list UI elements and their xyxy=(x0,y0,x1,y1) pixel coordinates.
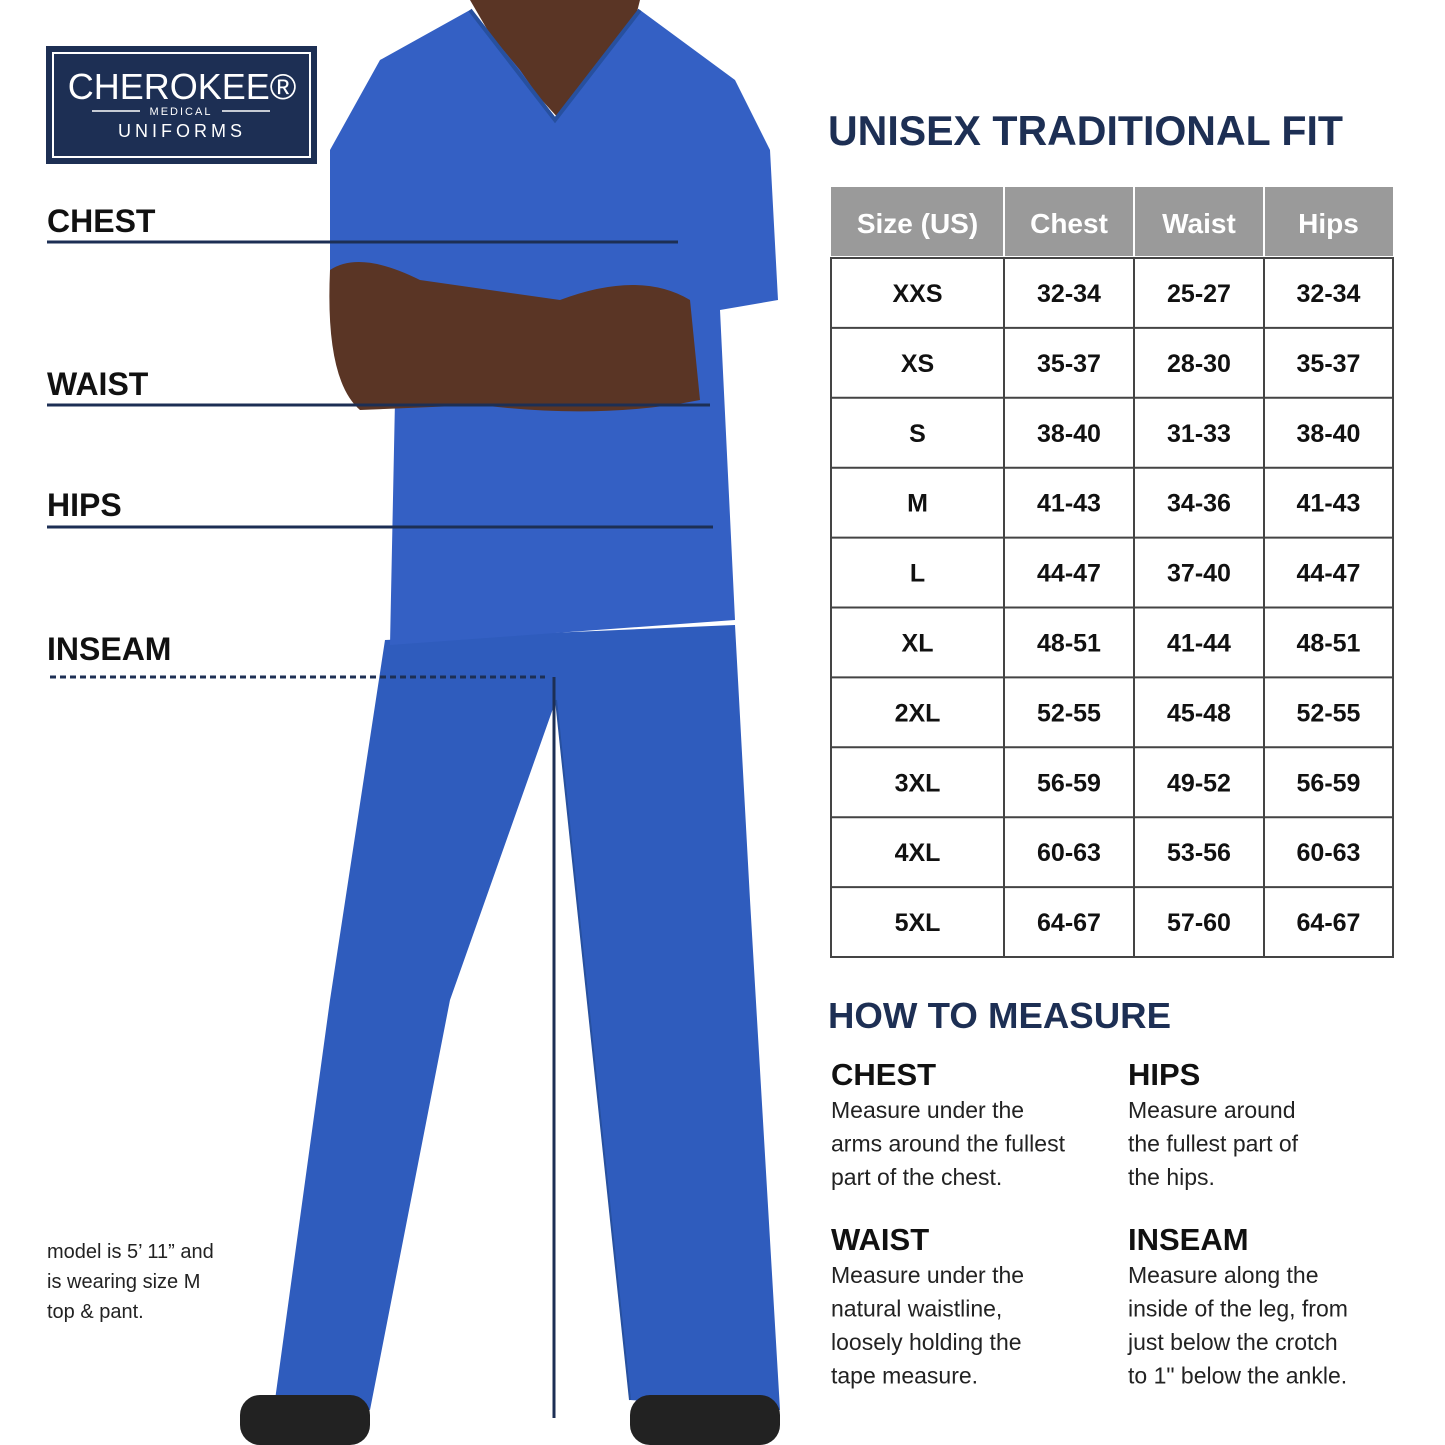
column-header: Chest xyxy=(1030,208,1108,239)
measure-text: just below the crotch xyxy=(1127,1329,1338,1355)
measure-text: inside of the leg, from xyxy=(1128,1296,1348,1322)
table-header-bg xyxy=(831,187,1393,256)
table-cell: 56-59 xyxy=(1297,769,1361,797)
table-cell: 56-59 xyxy=(1037,769,1101,797)
logo-sub: MEDICAL xyxy=(150,106,213,118)
table-cell: 41-43 xyxy=(1297,490,1361,518)
measure-text: arms around the fullest xyxy=(831,1131,1066,1157)
measure-label: INSEAM xyxy=(47,631,171,667)
table-cell: 3XL xyxy=(895,769,941,797)
logo-line: UNIFORMS xyxy=(118,121,246,141)
model-figure xyxy=(240,0,780,1445)
table-cell: 64-67 xyxy=(1037,909,1101,937)
measure-text: natural waistline, xyxy=(831,1296,1002,1322)
table-cell: 41-44 xyxy=(1167,630,1231,658)
table-cell: 64-67 xyxy=(1297,909,1361,937)
measure-text: Measure along the xyxy=(1128,1262,1319,1288)
table-cell: 2XL xyxy=(895,699,941,727)
logo xyxy=(46,46,317,164)
section-title: HOW TO MEASURE xyxy=(828,995,1171,1036)
table-cell: 48-51 xyxy=(1037,630,1101,658)
table-cell: 57-60 xyxy=(1167,909,1231,937)
table-cell: 45-48 xyxy=(1167,699,1231,727)
table-cell: 4XL xyxy=(895,839,941,867)
table-cell: XL xyxy=(902,630,934,658)
table-cell: 53-56 xyxy=(1167,839,1231,867)
table-cell: M xyxy=(907,490,928,518)
measure-text: tape measure. xyxy=(831,1363,978,1389)
table-cell: S xyxy=(909,420,926,448)
table-cell: 31-33 xyxy=(1167,420,1231,448)
column-header: Waist xyxy=(1162,208,1236,239)
logo-brand: CHEROKEE® xyxy=(68,66,297,107)
table-cell: 32-34 xyxy=(1037,280,1101,308)
table-cell: 34-36 xyxy=(1167,490,1231,518)
table-cell: XXS xyxy=(892,280,942,308)
measure-heading: INSEAM xyxy=(1128,1222,1249,1257)
model-note: top & pant. xyxy=(47,1301,144,1323)
table-cell: 44-47 xyxy=(1297,560,1361,588)
measure-text: the fullest part of xyxy=(1128,1131,1299,1157)
table-cell: L xyxy=(910,560,925,588)
column-header: Hips xyxy=(1298,208,1359,239)
table-cell: 35-37 xyxy=(1037,350,1101,378)
table-cell: 60-63 xyxy=(1297,839,1361,867)
table-cell: 41-43 xyxy=(1037,490,1101,518)
measure-lines xyxy=(47,240,713,1418)
measure-text: Measure around xyxy=(1128,1097,1296,1123)
table-cell: 28-30 xyxy=(1167,350,1231,378)
table-cell: 38-40 xyxy=(1297,420,1361,448)
table-cell: 49-52 xyxy=(1167,769,1231,797)
table-cell: 60-63 xyxy=(1037,839,1101,867)
measure-text: part of the chest. xyxy=(831,1164,1002,1190)
table-cell: 44-47 xyxy=(1037,560,1101,588)
table-cell: 5XL xyxy=(895,909,941,937)
table-cell: XS xyxy=(901,350,934,378)
measure-label: WAIST xyxy=(47,366,149,402)
measure-label: CHEST xyxy=(47,203,156,239)
measure-label: HIPS xyxy=(47,487,122,523)
measure-text: to 1" below the ankle. xyxy=(1128,1363,1347,1389)
measure-heading: WAIST xyxy=(831,1222,929,1257)
measure-text: loosely holding the xyxy=(831,1329,1022,1355)
measure-text: Measure under the xyxy=(831,1262,1024,1288)
model-note: is wearing size M xyxy=(47,1271,200,1293)
column-header: Size (US) xyxy=(857,208,978,239)
table-cell: 35-37 xyxy=(1297,350,1361,378)
chart-title: UNISEX TRADITIONAL FIT xyxy=(828,107,1343,154)
table-cell: 52-55 xyxy=(1037,699,1101,727)
measure-text: Measure under the xyxy=(831,1097,1024,1123)
measure-text: the hips. xyxy=(1128,1164,1215,1190)
table-cell: 25-27 xyxy=(1167,280,1231,308)
model-note: model is 5’ 11” and xyxy=(47,1241,214,1263)
table-cell: 32-34 xyxy=(1297,280,1361,308)
table-cell: 38-40 xyxy=(1037,420,1101,448)
measure-heading: HIPS xyxy=(1128,1057,1200,1092)
table-cell: 37-40 xyxy=(1167,560,1231,588)
measure-heading: CHEST xyxy=(831,1057,936,1092)
table-cell: 52-55 xyxy=(1297,699,1361,727)
table-cell: 48-51 xyxy=(1297,630,1361,658)
